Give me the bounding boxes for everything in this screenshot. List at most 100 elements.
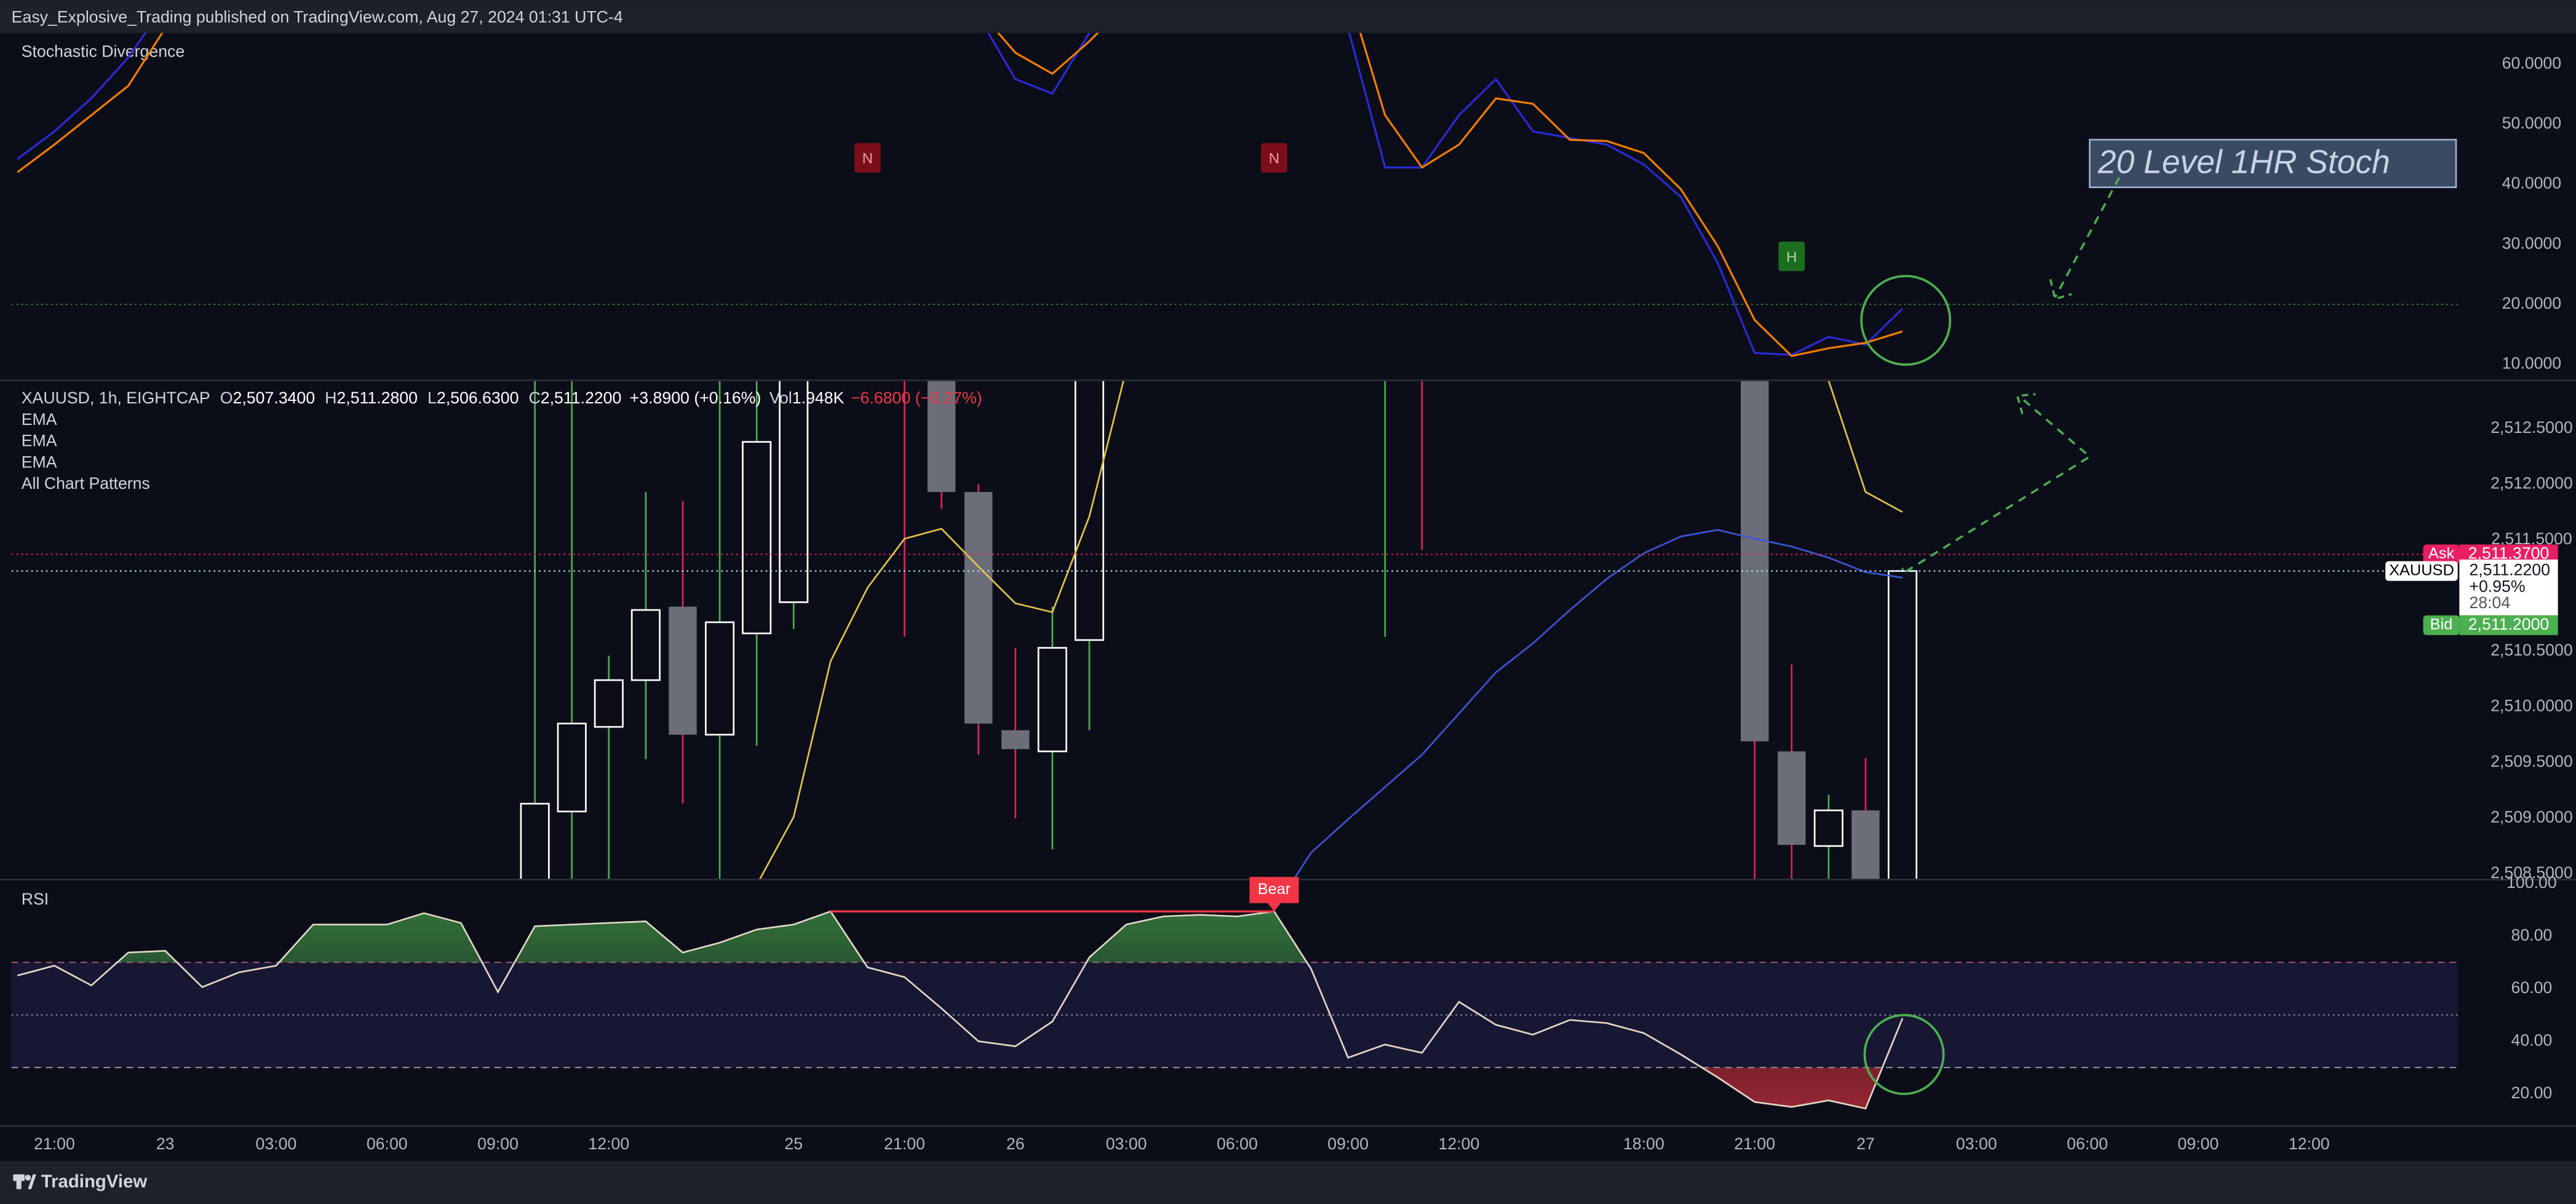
x-tick-label: 12:00 <box>1439 1135 1480 1153</box>
publish-info: Easy_Explosive_Trading published on Trad… <box>12 8 623 26</box>
ask-price: 2,511.3700 <box>2468 544 2550 563</box>
x-tick-label: 06:00 <box>2067 1135 2108 1153</box>
marker <box>1778 241 1805 271</box>
last-change: +0.95% <box>2469 577 2525 595</box>
candle-body <box>630 609 661 681</box>
bid-price-box <box>2459 615 2558 635</box>
candle-body <box>705 621 735 736</box>
candle-body <box>779 381 809 603</box>
signal-label: Bear <box>1258 881 1291 898</box>
x-tick-label: 27 <box>1856 1135 1875 1153</box>
legend-text: 2,507.3400 <box>233 389 316 407</box>
y-tick-label: 2,512.5000 <box>2491 418 2573 437</box>
x-tick-label: 09:00 <box>1327 1135 1369 1153</box>
y-tick-label: 2,509.0000 <box>2491 808 2573 826</box>
candle-body <box>669 606 697 735</box>
brand-name: TradingView <box>41 1171 148 1192</box>
highlight-circle <box>1860 274 1952 366</box>
arrow-head <box>2016 393 2036 414</box>
marker-label: H <box>1786 249 1797 266</box>
legend-text: XAUUSD, 1h, EIGHTCAP <box>22 389 210 407</box>
x-tick-label: 21:00 <box>1734 1135 1775 1153</box>
overbought-fill <box>17 911 1903 963</box>
bid-tag-text: Bid <box>2430 616 2453 633</box>
axis: 60.0000 50.0000 40.0000 30.0000 20.0000 10.00… <box>2502 53 2561 372</box>
brand: TradingView <box>13 1171 147 1192</box>
candle-body <box>594 679 624 728</box>
symbol-tag-text: XAUUSD <box>2389 561 2454 579</box>
y-tick-label: 2,509.5000 <box>2491 752 2573 770</box>
x-tick-label: 18:00 <box>1623 1135 1664 1153</box>
marker-label: N <box>1269 151 1279 167</box>
candle-body <box>927 381 956 493</box>
legend-text: 1.948K <box>792 389 845 407</box>
candle-body <box>742 441 772 635</box>
bar-countdown: 28:04 <box>2469 593 2510 612</box>
x-tick-label: 03:00 <box>1106 1135 1147 1153</box>
logo <box>16 1174 22 1189</box>
y-tick-label: 60.0000 <box>2502 53 2561 72</box>
y-tick-label: 20.00 <box>2511 1083 2552 1102</box>
marker <box>854 143 881 173</box>
y-tick-label: 40.00 <box>2511 1031 2552 1049</box>
drawings: 20 Level 1HR Stoch <box>1860 138 2457 1095</box>
legend-text: C <box>528 389 540 407</box>
y-tick-label: 20.0000 <box>2502 294 2561 312</box>
y-tick-label: 100.00 <box>2506 873 2557 892</box>
ask-tag <box>2423 544 2460 564</box>
axis: 100.00 80.00 60.00 40.00 20.00 <box>2506 873 2557 1102</box>
panel-back <box>11 962 2458 1069</box>
indicator-name: EMA <box>22 453 57 471</box>
oversold-fill <box>17 1067 1903 1109</box>
legend-text: −6.6800 (−0.27%) <box>851 389 982 407</box>
x-tick-label: 12:00 <box>2289 1135 2330 1153</box>
candle-body <box>1851 810 1880 879</box>
x-tick-label: 09:00 <box>477 1135 519 1153</box>
x-tick-label: 06:00 <box>1217 1135 1258 1153</box>
bid-tag <box>2423 615 2460 635</box>
symbol-tag <box>2385 561 2458 581</box>
y-tick-label: 2,508.5000 <box>2491 863 2573 882</box>
bid-price: 2,511.2000 <box>2468 615 2550 633</box>
x-tick-label: 03:00 <box>1956 1135 1997 1153</box>
candle-body <box>520 802 550 879</box>
x-tick-label: 03:00 <box>256 1135 297 1153</box>
y-tick-label: 2,510.0000 <box>2491 697 2573 715</box>
x-tick-label: 09:00 <box>2177 1135 2219 1153</box>
ema-line <box>759 381 1903 879</box>
logo <box>28 1174 36 1189</box>
indicator-name: EMA <box>22 410 57 429</box>
legend-text: +3.8900 (+0.16%) <box>630 389 761 407</box>
legend-text: 2,511.2200 <box>541 389 622 407</box>
indicator-name: EMA <box>22 432 57 450</box>
symbol-legend: XAUUSD, 1h, EIGHTCAP O2,507.3400 H2,511.28… <box>22 389 982 407</box>
x-tick-label: 25 <box>784 1135 803 1153</box>
y-tick-label: 2,512.0000 <box>2491 473 2573 492</box>
signal-badge <box>1249 877 1299 912</box>
top-bar <box>0 0 2576 33</box>
marker-label: N <box>862 151 873 167</box>
y-tick-label: 10.0000 <box>2502 354 2561 373</box>
y-tick-label: 2,510.5000 <box>2491 641 2573 659</box>
indicator-name: All Chart Patterns <box>22 474 150 493</box>
panel-title: Stochastic Divergence <box>22 42 185 61</box>
legend-text: 2,506.6300 <box>437 389 519 407</box>
rsi-line <box>17 910 1904 1110</box>
candle-body <box>1778 751 1806 846</box>
candle-body <box>1037 647 1067 753</box>
legend-text: H <box>325 389 336 407</box>
logo <box>25 1174 31 1181</box>
annotation-box <box>2089 138 2457 188</box>
ema-line <box>1293 529 1903 879</box>
panel <box>11 381 2458 879</box>
arrow <box>2054 176 2121 298</box>
candle-body <box>964 492 993 724</box>
panel-title: RSI <box>22 890 49 908</box>
y-tick-label: 60.00 <box>2511 978 2552 997</box>
last-price: 2,511.2200 <box>2469 561 2550 579</box>
x-tick-label: 12:00 <box>588 1135 629 1153</box>
x-tick-label: 26 <box>1006 1135 1025 1153</box>
overbought-area <box>17 911 1903 963</box>
